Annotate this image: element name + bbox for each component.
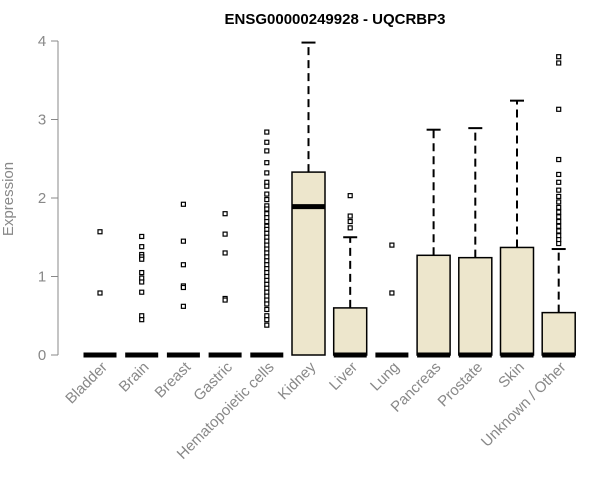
outlier-point <box>556 171 562 178</box>
outlier-point <box>264 160 270 166</box>
outlier-point <box>264 191 270 197</box>
box-liver <box>332 193 368 358</box>
box-brain <box>125 233 159 358</box>
y-tick-label: 3 <box>38 112 46 129</box>
y-tick-label: 1 <box>38 269 46 286</box>
box-kidney <box>291 41 326 356</box>
outlier-point <box>347 193 353 199</box>
box-gastric <box>208 211 242 358</box>
y-axis-label: Expression <box>0 162 17 236</box>
outlier-point <box>139 256 145 262</box>
x-tick-label: Lung <box>367 359 403 395</box>
outlier-point <box>556 209 562 215</box>
outlier-point <box>556 199 562 205</box>
outlier-point <box>139 269 145 276</box>
outlier-point <box>264 301 270 307</box>
outlier-point <box>264 206 270 212</box>
outlier-point <box>180 201 186 207</box>
chart-title: ENSG00000249928 - UQCRBP3 <box>225 11 446 28</box>
outlier-point <box>264 317 270 323</box>
outlier-point <box>556 218 562 225</box>
outlier-point <box>180 303 186 309</box>
outlier-point <box>556 179 562 185</box>
outlier-point <box>180 262 186 268</box>
outlier-point <box>347 213 353 219</box>
y-tick-label: 2 <box>38 190 46 207</box>
outlier-point <box>139 289 145 295</box>
outlier-point <box>264 196 270 203</box>
outlier-point <box>556 156 562 163</box>
outlier-point <box>222 211 228 217</box>
x-tick-label: Liver <box>326 359 361 394</box>
outlier-point <box>556 187 562 193</box>
box-prostate <box>458 127 493 358</box>
outlier-point <box>97 290 103 296</box>
outlier-point <box>222 297 228 303</box>
outlier-point <box>556 204 562 211</box>
outlier-point <box>264 148 270 154</box>
outlier-point <box>556 60 562 66</box>
box-rect <box>416 254 451 356</box>
outlier-point <box>556 193 562 200</box>
outlier-point <box>347 218 353 225</box>
box-skin <box>499 99 535 358</box>
box-rect <box>541 311 576 356</box>
outlier-point <box>264 139 270 145</box>
outlier-point <box>264 218 270 225</box>
outlier-point <box>264 183 270 189</box>
x-tick-label: Bladder <box>62 359 111 408</box>
outlier-point <box>97 229 103 235</box>
outlier-point <box>264 306 270 313</box>
outlier-point <box>264 129 270 135</box>
outlier-point <box>556 54 562 60</box>
outlier-point <box>389 242 395 248</box>
x-tick-label: Skin <box>495 359 528 392</box>
outlier-point <box>556 228 562 234</box>
box-rect <box>291 171 326 356</box>
outlier-point <box>222 231 228 237</box>
y-axis: 0 1 2 3 4 <box>38 33 59 364</box>
box-unknown-other <box>541 54 576 358</box>
x-tick-label: Breast <box>152 358 195 401</box>
outlier-point <box>139 279 145 285</box>
outlier-point <box>264 322 270 328</box>
boxes <box>83 41 576 358</box>
box-rect <box>458 256 493 356</box>
x-tick-label: Kidney <box>275 358 320 403</box>
outlier-point <box>556 214 562 220</box>
outlier-point <box>389 290 395 296</box>
outlier-point <box>139 244 145 250</box>
box-lung <box>375 242 409 358</box>
box-breast <box>166 201 200 358</box>
outlier-point <box>556 106 562 112</box>
outlier-point <box>556 240 562 247</box>
box-rect <box>499 246 535 356</box>
box-rect <box>332 307 368 356</box>
box-hematopoietic-cells <box>250 129 284 358</box>
outlier-point <box>222 250 228 256</box>
y-tick-label: 4 <box>38 33 46 50</box>
outlier-point <box>139 233 145 240</box>
outlier-point <box>180 284 186 291</box>
outlier-point <box>264 170 270 176</box>
box-bladder <box>83 229 117 358</box>
box-pancreas <box>416 128 451 358</box>
x-tick-label: Brain <box>116 359 153 396</box>
y-tick-label: 0 <box>38 347 46 364</box>
x-tick-label: Prostate <box>435 359 487 411</box>
outlier-point <box>347 225 353 231</box>
outlier-point <box>139 317 145 323</box>
outlier-point <box>180 238 186 244</box>
outlier-point <box>556 223 562 229</box>
